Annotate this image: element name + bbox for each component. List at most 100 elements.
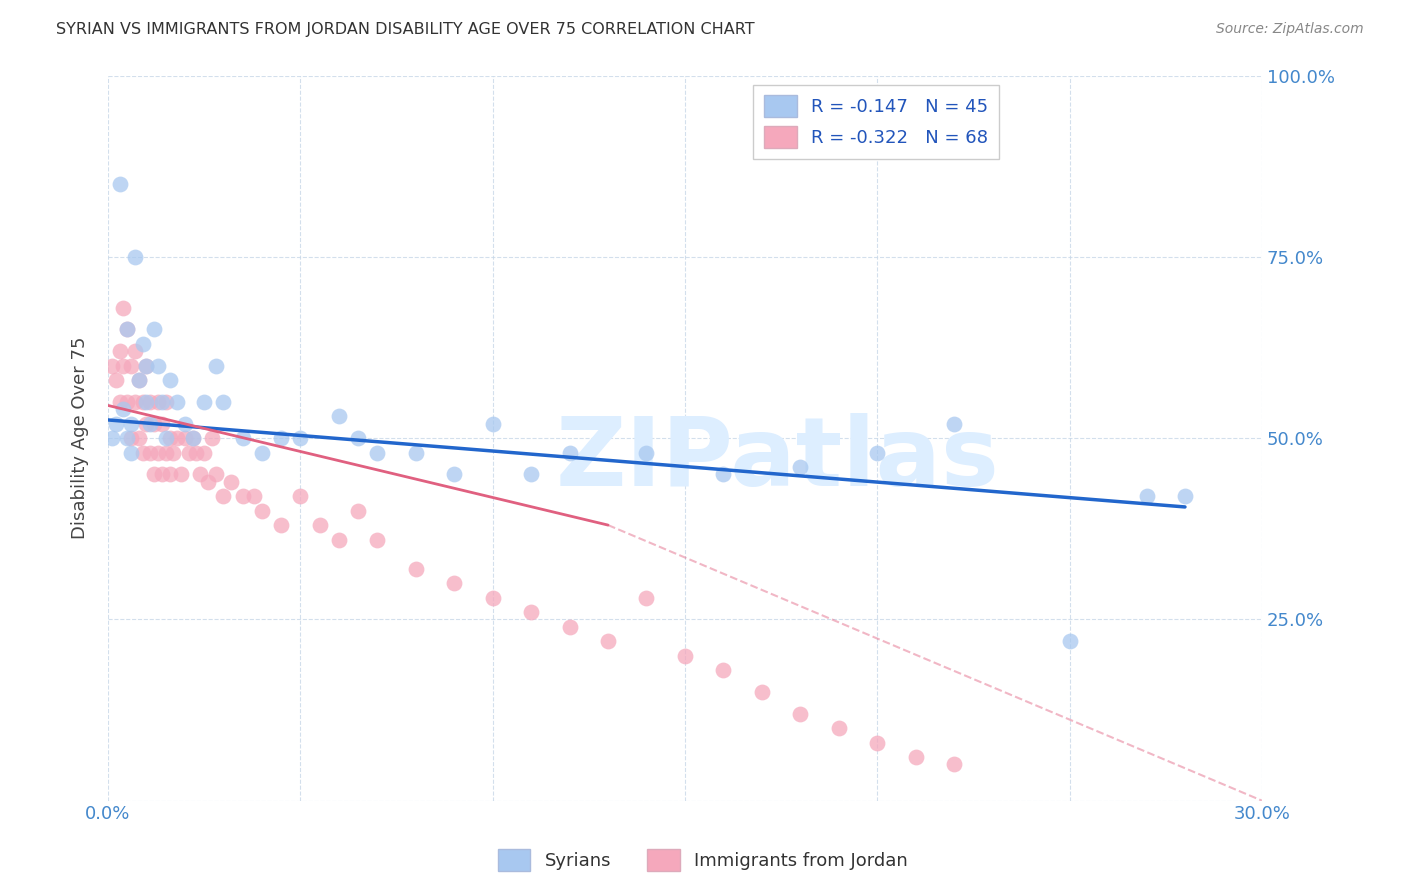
Point: [104, 373, 127, 387]
Point: [232, 431, 254, 445]
Point: [366, 445, 388, 459]
Point: [120, 445, 142, 459]
Point: [108, 178, 131, 192]
Point: [139, 417, 162, 431]
Point: [308, 518, 330, 533]
Point: [904, 750, 927, 764]
Y-axis label: Disability Age Over 75: Disability Age Over 75: [72, 337, 89, 540]
Point: [1059, 634, 1081, 648]
Point: [219, 475, 242, 489]
Point: [443, 467, 465, 482]
Point: [155, 445, 177, 459]
Point: [250, 503, 273, 517]
Point: [108, 344, 131, 359]
Point: [405, 561, 427, 575]
Point: [108, 394, 131, 409]
Point: [212, 489, 235, 503]
Point: [112, 402, 135, 417]
Point: [193, 445, 215, 459]
Point: [751, 685, 773, 699]
Point: [188, 467, 211, 482]
Point: [104, 417, 127, 431]
Point: [143, 467, 166, 482]
Point: [347, 503, 370, 517]
Point: [135, 417, 157, 431]
Legend: R = -0.147   N = 45, R = -0.322   N = 68: R = -0.147 N = 45, R = -0.322 N = 68: [754, 85, 1000, 160]
Point: [1135, 489, 1157, 503]
Point: [112, 359, 135, 373]
Point: [170, 467, 193, 482]
Point: [124, 250, 146, 264]
Point: [204, 359, 226, 373]
Point: [120, 417, 142, 431]
Point: [135, 394, 157, 409]
Legend: Syrians, Immigrants from Jordan: Syrians, Immigrants from Jordan: [491, 842, 915, 879]
Text: Source: ZipAtlas.com: Source: ZipAtlas.com: [1216, 22, 1364, 37]
Point: [789, 706, 811, 721]
Point: [155, 431, 177, 445]
Point: [713, 663, 735, 677]
Point: [101, 431, 124, 445]
Point: [943, 417, 966, 431]
Point: [232, 489, 254, 503]
Point: [596, 634, 619, 648]
Point: [159, 431, 181, 445]
Point: [270, 431, 292, 445]
Point: [204, 467, 226, 482]
Point: [128, 373, 150, 387]
Point: [166, 394, 188, 409]
Point: [146, 359, 169, 373]
Point: [143, 417, 166, 431]
Point: [131, 445, 153, 459]
Point: [186, 445, 208, 459]
Point: [135, 359, 157, 373]
Text: ZIPatlas: ZIPatlas: [555, 413, 1000, 507]
Point: [193, 394, 215, 409]
Text: SYRIAN VS IMMIGRANTS FROM JORDAN DISABILITY AGE OVER 75 CORRELATION CHART: SYRIAN VS IMMIGRANTS FROM JORDAN DISABIL…: [56, 22, 755, 37]
Point: [139, 394, 162, 409]
Point: [201, 431, 224, 445]
Point: [866, 445, 889, 459]
Point: [101, 359, 124, 373]
Point: [270, 518, 292, 533]
Point: [520, 605, 543, 619]
Point: [789, 460, 811, 475]
Point: [443, 576, 465, 591]
Point: [131, 394, 153, 409]
Point: [197, 475, 219, 489]
Point: [181, 431, 204, 445]
Point: [135, 359, 157, 373]
Point: [1174, 489, 1197, 503]
Point: [243, 489, 266, 503]
Point: [866, 736, 889, 750]
Point: [115, 322, 138, 336]
Point: [159, 467, 181, 482]
Point: [636, 445, 658, 459]
Point: [143, 322, 166, 336]
Point: [673, 648, 696, 663]
Point: [131, 336, 153, 351]
Point: [128, 373, 150, 387]
Point: [115, 394, 138, 409]
Point: [162, 445, 184, 459]
Point: [520, 467, 543, 482]
Point: [120, 359, 142, 373]
Point: [290, 431, 312, 445]
Point: [328, 409, 350, 424]
Point: [481, 417, 503, 431]
Point: [146, 394, 169, 409]
Point: [212, 394, 235, 409]
Point: [481, 591, 503, 605]
Point: [166, 431, 188, 445]
Point: [347, 431, 370, 445]
Point: [112, 301, 135, 315]
Point: [146, 445, 169, 459]
Point: [150, 417, 173, 431]
Point: [115, 322, 138, 336]
Point: [128, 431, 150, 445]
Point: [405, 445, 427, 459]
Point: [150, 467, 173, 482]
Point: [159, 373, 181, 387]
Point: [150, 394, 173, 409]
Point: [828, 721, 851, 735]
